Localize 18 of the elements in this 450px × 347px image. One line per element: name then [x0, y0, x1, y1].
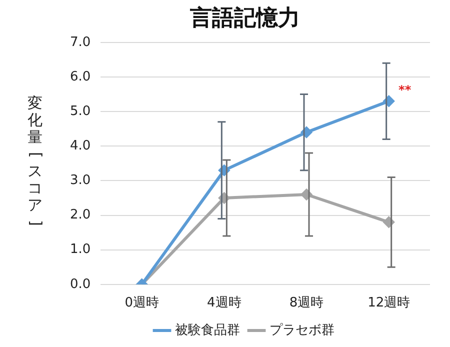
- legend-label: 被験食品群: [175, 322, 240, 338]
- annotation: **: [398, 82, 412, 97]
- point: [301, 189, 312, 200]
- chart-title: 言語記憶力: [189, 4, 300, 31]
- x-tick-label: 4週時: [207, 296, 242, 311]
- x-tick-label: 0週時: [124, 296, 159, 311]
- y-tick-label: 4.0: [70, 138, 91, 154]
- x-tick-label: 12週時: [368, 296, 410, 311]
- x-tick-label: 8週時: [289, 296, 324, 311]
- y-tick-label: 3.0: [70, 173, 91, 188]
- y-tick-label: 6.0: [70, 69, 91, 84]
- legend-label: プラセボ群: [270, 322, 334, 338]
- y-axis-title: 変化量[スコア]: [27, 94, 46, 226]
- y-tick-label: 0.0: [70, 276, 91, 292]
- y-tick-label: 1.0: [70, 242, 91, 258]
- y-tick-label: 5.0: [70, 104, 91, 119]
- y-tick-label: 2.0: [70, 208, 91, 223]
- y-tick-label: 7.0: [70, 34, 91, 50]
